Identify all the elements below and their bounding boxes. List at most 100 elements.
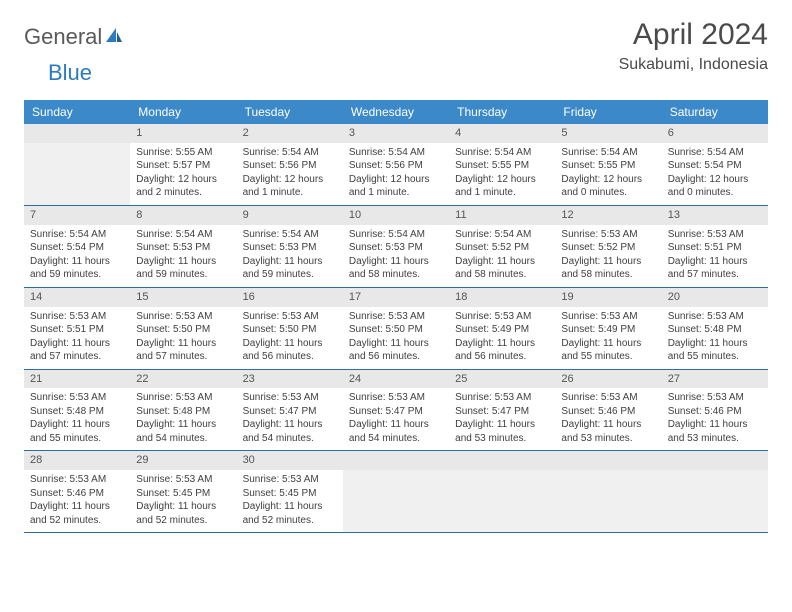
empty-cell: [24, 124, 130, 206]
day-cell-5: 5Sunrise: 5:54 AMSunset: 5:55 PMDaylight…: [555, 124, 661, 206]
daylight-text: Daylight: 11 hours and 57 minutes.: [30, 337, 124, 364]
sunset-text: Sunset: 5:46 PM: [30, 487, 124, 501]
day-details: Sunrise: 5:53 AMSunset: 5:50 PMDaylight:…: [343, 307, 449, 369]
day-number: 3: [343, 124, 449, 143]
sunset-text: Sunset: 5:50 PM: [243, 323, 337, 337]
day-cell-1: 1 Sunrise: 5:55 AMSunset: 5:57 PMDaylight…: [130, 124, 236, 206]
empty-cell: [662, 451, 768, 533]
day-number: 17: [343, 288, 449, 307]
calendar-body: 1Sunrise: 5:55 AMSunset: 5:57 PMDaylight…: [24, 124, 768, 533]
sunrise-text: Sunrise: 5:53 AM: [243, 310, 337, 324]
day-cell-24: 24Sunrise: 5:53 AMSunset: 5:47 PMDayligh…: [343, 370, 449, 452]
sunrise-text: Sunrise: 5:53 AM: [561, 310, 655, 324]
sunrise-text: Sunrise: 5:53 AM: [30, 473, 124, 487]
day-details: Sunrise: 5:53 AMSunset: 5:47 PMDaylight:…: [237, 388, 343, 450]
day-details: Sunrise: 5:54 AMSunset: 5:55 PMDaylight:…: [449, 143, 555, 205]
day-number: 22: [130, 370, 236, 389]
day-cell-7: 7Sunrise: 5:54 AMSunset: 5:54 PMDaylight…: [24, 206, 130, 288]
day-cell-9: 9Sunrise: 5:54 AMSunset: 5:53 PMDaylight…: [237, 206, 343, 288]
day-cell-17: 17Sunrise: 5:53 AMSunset: 5:50 PMDayligh…: [343, 288, 449, 370]
month-title: April 2024: [619, 18, 768, 52]
empty-cell: [343, 451, 449, 533]
day-cell-16: 16Sunrise: 5:53 AMSunset: 5:50 PMDayligh…: [237, 288, 343, 370]
daylight-text: Daylight: 11 hours and 59 minutes.: [30, 255, 124, 282]
sunset-text: Sunset: 5:53 PM: [349, 241, 443, 255]
day-number: 25: [449, 370, 555, 389]
daylight-text: Daylight: 11 hours and 57 minutes.: [136, 337, 230, 364]
day-cell-14: 14Sunrise: 5:53 AMSunset: 5:51 PMDayligh…: [24, 288, 130, 370]
day-details: Sunrise: 5:54 AMSunset: 5:54 PMDaylight:…: [24, 225, 130, 287]
daylight-text: Daylight: 11 hours and 52 minutes.: [136, 500, 230, 527]
calendar: SundayMondayTuesdayWednesdayThursdayFrid…: [24, 100, 768, 533]
sunrise-text: Sunrise: 5:54 AM: [349, 146, 443, 160]
sunrise-text: Sunrise: 5:53 AM: [668, 391, 762, 405]
logo-text-general: General: [24, 24, 102, 50]
sunrise-text: Sunrise: 5:53 AM: [561, 391, 655, 405]
day-cell-23: 23Sunrise: 5:53 AMSunset: 5:47 PMDayligh…: [237, 370, 343, 452]
logo-text-blue: Blue: [48, 60, 92, 86]
sunrise-text: Sunrise: 5:54 AM: [30, 228, 124, 242]
daylight-text: Daylight: 12 hours and 1 minute.: [455, 173, 549, 200]
sunset-text: Sunset: 5:48 PM: [136, 405, 230, 419]
day-cell-26: 26Sunrise: 5:53 AMSunset: 5:46 PMDayligh…: [555, 370, 661, 452]
sunset-text: Sunset: 5:51 PM: [668, 241, 762, 255]
sunrise-text: Sunrise: 5:53 AM: [561, 228, 655, 242]
day-cell-13: 13Sunrise: 5:53 AMSunset: 5:51 PMDayligh…: [662, 206, 768, 288]
week-row: 1Sunrise: 5:55 AMSunset: 5:57 PMDaylight…: [24, 124, 768, 206]
day-number: 18: [449, 288, 555, 307]
daylight-text: Daylight: 12 hours and 2 minutes.: [136, 173, 230, 200]
day-cell-19: 19Sunrise: 5:53 AMSunset: 5:49 PMDayligh…: [555, 288, 661, 370]
day-cell-27: 27Sunrise: 5:53 AMSunset: 5:46 PMDayligh…: [662, 370, 768, 452]
day-number: 1: [130, 124, 236, 143]
sunrise-text: Sunrise: 5:55 AM: [136, 146, 230, 160]
daylight-text: Daylight: 11 hours and 54 minutes.: [136, 418, 230, 445]
day-details: Sunrise: 5:53 AMSunset: 5:46 PMDaylight:…: [24, 470, 130, 532]
sunset-text: Sunset: 5:57 PM: [136, 159, 230, 173]
daylight-text: Daylight: 11 hours and 55 minutes.: [668, 337, 762, 364]
day-details: Sunrise: 5:53 AMSunset: 5:45 PMDaylight:…: [130, 470, 236, 532]
sunset-text: Sunset: 5:45 PM: [136, 487, 230, 501]
sunrise-text: Sunrise: 5:53 AM: [136, 310, 230, 324]
day-cell-22: 22Sunrise: 5:53 AMSunset: 5:48 PMDayligh…: [130, 370, 236, 452]
day-number: 9: [237, 206, 343, 225]
sunrise-text: Sunrise: 5:54 AM: [668, 146, 762, 160]
day-number: 8: [130, 206, 236, 225]
day-number: 30: [237, 451, 343, 470]
day-details: Sunrise: 5:53 AMSunset: 5:50 PMDaylight:…: [237, 307, 343, 369]
daylight-text: Daylight: 11 hours and 53 minutes.: [455, 418, 549, 445]
day-details: Sunrise: 5:54 AMSunset: 5:52 PMDaylight:…: [449, 225, 555, 287]
empty-day-bar: [449, 451, 555, 470]
day-number: 12: [555, 206, 661, 225]
sunrise-text: Sunrise: 5:53 AM: [349, 391, 443, 405]
sunset-text: Sunset: 5:47 PM: [349, 405, 443, 419]
sunrise-text: Sunrise: 5:53 AM: [455, 310, 549, 324]
sunset-text: Sunset: 5:47 PM: [243, 405, 337, 419]
day-cell-21: 21Sunrise: 5:53 AMSunset: 5:48 PMDayligh…: [24, 370, 130, 452]
sunrise-text: Sunrise: 5:53 AM: [30, 391, 124, 405]
day-details: Sunrise: 5:54 AMSunset: 5:55 PMDaylight:…: [555, 143, 661, 205]
location-label: Sukabumi, Indonesia: [619, 56, 768, 74]
day-header-monday: Monday: [130, 100, 236, 124]
day-details: Sunrise: 5:53 AMSunset: 5:48 PMDaylight:…: [662, 307, 768, 369]
sunset-text: Sunset: 5:55 PM: [561, 159, 655, 173]
sunrise-text: Sunrise: 5:53 AM: [243, 391, 337, 405]
day-number: 23: [237, 370, 343, 389]
day-cell-28: 28Sunrise: 5:53 AMSunset: 5:46 PMDayligh…: [24, 451, 130, 533]
daylight-text: Daylight: 11 hours and 53 minutes.: [668, 418, 762, 445]
day-number: 15: [130, 288, 236, 307]
day-details: Sunrise: 5:53 AMSunset: 5:52 PMDaylight:…: [555, 225, 661, 287]
day-details: Sunrise: 5:53 AMSunset: 5:50 PMDaylight:…: [130, 307, 236, 369]
day-number: 16: [237, 288, 343, 307]
sunrise-text: Sunrise: 5:53 AM: [136, 473, 230, 487]
daylight-text: Daylight: 11 hours and 54 minutes.: [243, 418, 337, 445]
title-block: April 2024 Sukabumi, Indonesia: [619, 18, 768, 74]
sunset-text: Sunset: 5:48 PM: [668, 323, 762, 337]
day-details: Sunrise: 5:53 AMSunset: 5:46 PMDaylight:…: [555, 388, 661, 450]
day-number: 14: [24, 288, 130, 307]
day-details: Sunrise: 5:54 AMSunset: 5:54 PMDaylight:…: [662, 143, 768, 205]
daylight-text: Daylight: 12 hours and 1 minute.: [243, 173, 337, 200]
daylight-text: Daylight: 11 hours and 56 minutes.: [455, 337, 549, 364]
day-header-saturday: Saturday: [662, 100, 768, 124]
day-cell-4: 4Sunrise: 5:54 AMSunset: 5:55 PMDaylight…: [449, 124, 555, 206]
sunrise-text: Sunrise: 5:54 AM: [349, 228, 443, 242]
